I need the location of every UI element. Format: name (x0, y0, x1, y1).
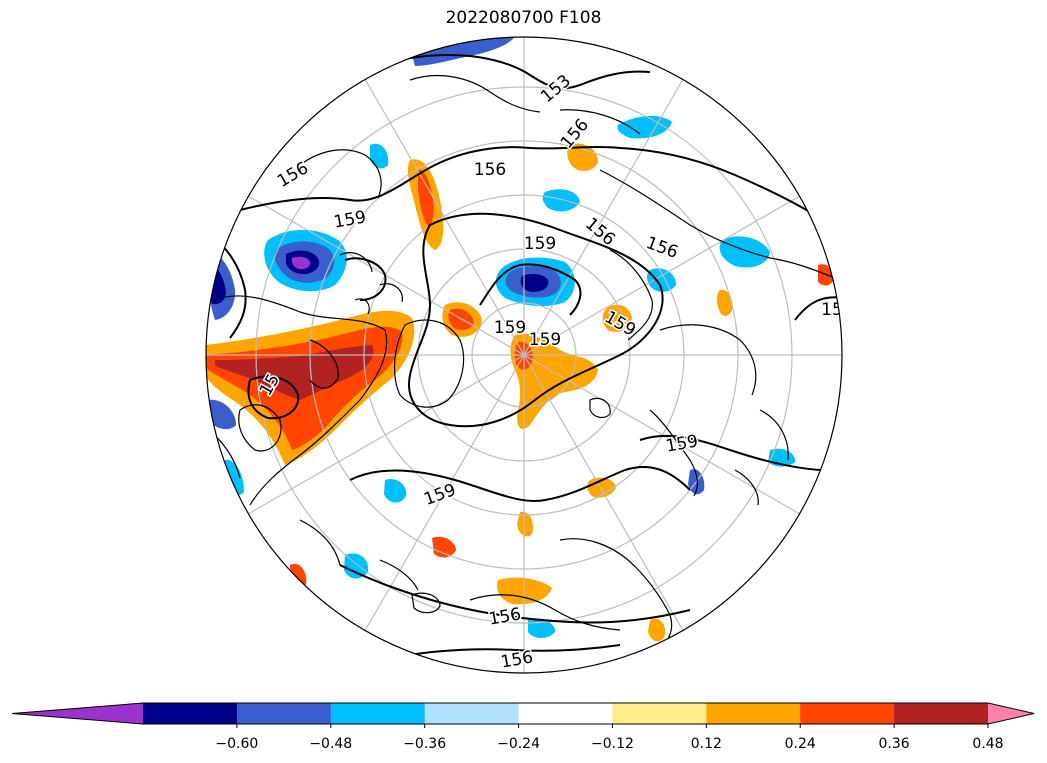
negative-anomaly-east-3 (542, 189, 580, 212)
positive-anomaly-south-4 (517, 511, 533, 537)
contour-west-159 (344, 257, 387, 301)
europe-coast (469, 594, 621, 631)
contour-159-north (479, 263, 582, 316)
colorbar-segment (706, 703, 801, 724)
colorbar-tick-label: 0.12 (691, 736, 722, 752)
height-contours (209, 53, 842, 656)
scandinavia-coast (559, 538, 673, 651)
colorbar-tick-label: −0.60 (215, 736, 258, 752)
contour-159-south (349, 465, 691, 502)
east-coast (734, 409, 789, 506)
kara-coast (659, 324, 757, 396)
colorbar-segment (894, 703, 989, 724)
colorbar-extend-low (12, 703, 143, 724)
graticule (206, 37, 842, 673)
colorbar-segment (424, 703, 520, 724)
taymyr-coast (609, 249, 653, 341)
positive-anomaly-south-3 (432, 536, 456, 558)
colorbar-tick-label: −0.48 (309, 736, 352, 752)
contour-159-central (408, 212, 664, 428)
greenland-coast (393, 319, 465, 408)
positive-anomaly-east-1 (602, 304, 632, 332)
colorbar-segment (143, 703, 238, 724)
contour-159-east (639, 434, 821, 471)
colorbar-extend-high (988, 703, 1034, 724)
positive-anomaly-arctic-1-core (418, 169, 434, 226)
iceland-coast (411, 592, 441, 614)
colorbar-segment (518, 703, 613, 724)
colorbar-tick-label: −0.24 (497, 736, 540, 752)
colorbar-tick-label: −0.12 (591, 736, 634, 752)
colorbar-tick-label: −0.36 (403, 736, 446, 752)
colorbar-tick-label: 0.36 (879, 736, 910, 752)
positive-anomaly-east-3 (716, 289, 733, 316)
east-siberia-coast (409, 74, 641, 135)
coastlines (207, 74, 836, 651)
negative-anomaly-west-3 (208, 399, 236, 430)
north-america-coast (214, 295, 388, 506)
baffin-coast (309, 339, 339, 389)
contour-label: 156 (474, 160, 506, 180)
contour-156-south (339, 564, 691, 624)
negative-anomaly-west-peak (291, 256, 311, 270)
negative-anomaly-east-1 (719, 236, 770, 268)
colorbar-tick-label: 0.48 (972, 736, 1003, 752)
contour-156-north (239, 146, 816, 216)
map-title: 2022080700 F108 (445, 8, 602, 28)
negative-anomaly-south-3 (528, 618, 556, 638)
colorbar-segment (612, 703, 707, 724)
colorbar: −0.60 −0.48 −0.36 −0.24 −0.12 0.12 0.24 0.36 0.4… (11, 702, 1035, 752)
negative-anomaly-south-1 (384, 478, 407, 503)
negative-anomaly-top (412, 37, 515, 66)
colorbar-segment (800, 703, 895, 724)
negative-anomaly-pole-center (520, 273, 549, 292)
positive-anomaly-east-2 (567, 143, 598, 171)
colorbar-outline (11, 702, 1035, 725)
colorbar-segment (330, 703, 426, 724)
positive-anomaly-southeast (648, 618, 666, 642)
colorbar-tick-label: 0.24 (785, 736, 816, 752)
contour-label: 159 (494, 318, 526, 338)
novaya-zemlya-coast (649, 409, 699, 497)
contour-153-north (359, 53, 651, 90)
contour-156-far-south (409, 644, 621, 656)
alaska-coast (299, 149, 382, 199)
contour-label: 159 (524, 234, 556, 254)
colorbar-segment (236, 703, 332, 724)
siberia-coast (599, 169, 836, 279)
contour-west-closed (247, 375, 300, 420)
negative-anomaly-west-2 (370, 143, 389, 169)
map-boundary (205, 36, 843, 674)
negative-anomaly-south-2 (344, 553, 369, 579)
svalbard-coast (589, 397, 611, 419)
hudson-coast (238, 404, 282, 452)
contour-label: 15 (821, 300, 843, 320)
arctic-archipelago (339, 252, 404, 315)
contour-label: 159 (529, 330, 561, 350)
